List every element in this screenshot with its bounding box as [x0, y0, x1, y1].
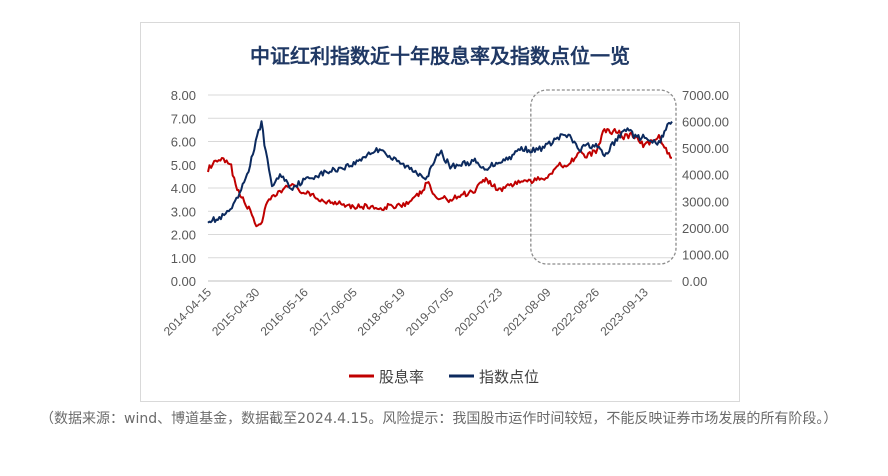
- x-tick-label: 2017-06-05: [307, 285, 361, 339]
- chart-svg: 中证红利指数近十年股息率及指数点位一览 0.00 1.00 2.00 3.00 4.00…: [161, 44, 729, 386]
- highlight-box: [530, 89, 677, 265]
- left-y-axis: 0.00 1.00 2.00 3.00 4.00 5.00 6.00 7.00 8.00: [171, 88, 196, 289]
- source-caption: （数据来源：wind、博道基金，数据截至2024.4.15。风险提示：我国股市运…: [40, 411, 838, 427]
- left-tick-label: 7.00: [171, 111, 196, 126]
- series-line-index-level: [207, 120, 673, 224]
- right-tick-label: 3000.00: [682, 194, 729, 209]
- left-tick-label: 2.00: [171, 228, 196, 243]
- x-tick-label: 2016-05-16: [258, 285, 312, 339]
- chart-frame: 中证红利指数近十年股息率及指数点位一览 0.00 1.00 2.00 3.00 4.00…: [140, 22, 740, 402]
- x-tick-label: 2019-07-05: [403, 285, 457, 339]
- series-lines: [207, 120, 673, 228]
- x-tick-label: 2015-04-30: [209, 285, 263, 339]
- x-tick-label: 2020-07-23: [452, 285, 506, 339]
- x-tick-label: 2018-06-19: [355, 285, 409, 339]
- legend-label: 股息率: [379, 369, 424, 386]
- x-axis: 2014-04-152015-04-302016-05-162017-06-05…: [161, 280, 672, 339]
- right-tick-label: 1000.00: [682, 247, 729, 262]
- left-tick-label: 8.00: [171, 88, 196, 103]
- left-tick-label: 1.00: [171, 251, 196, 266]
- left-tick-label: 4.00: [171, 181, 196, 196]
- x-tick-label: 2023-09-13: [598, 285, 652, 339]
- x-tick-label: 2022-08-26: [549, 285, 603, 339]
- highlight-rect: [530, 89, 677, 265]
- legend: 股息率 指数点位: [349, 369, 539, 386]
- right-y-axis: 0.00 1000.00 2000.00 3000.00 4000.00 5000.00 6…: [682, 88, 729, 289]
- x-tick-label: 2021-08-09: [500, 285, 554, 339]
- left-tick-label: 0.00: [171, 274, 196, 289]
- left-tick-label: 3.00: [171, 204, 196, 219]
- right-tick-label: 6000.00: [682, 115, 729, 130]
- right-tick-label: 7000.00: [682, 88, 729, 103]
- right-tick-label: 4000.00: [682, 168, 729, 183]
- right-tick-label: 0.00: [682, 274, 707, 289]
- series-line-dividend-yield: [207, 128, 672, 228]
- gridlines: [208, 94, 672, 282]
- left-tick-label: 5.00: [171, 158, 196, 173]
- chart-title: 中证红利指数近十年股息率及指数点位一览: [250, 44, 630, 68]
- x-tick-label: 2014-04-15: [161, 285, 215, 339]
- legend-label: 指数点位: [479, 369, 539, 386]
- right-tick-label: 5000.00: [682, 141, 729, 156]
- right-tick-label: 2000.00: [682, 221, 729, 236]
- left-tick-label: 6.00: [171, 135, 196, 150]
